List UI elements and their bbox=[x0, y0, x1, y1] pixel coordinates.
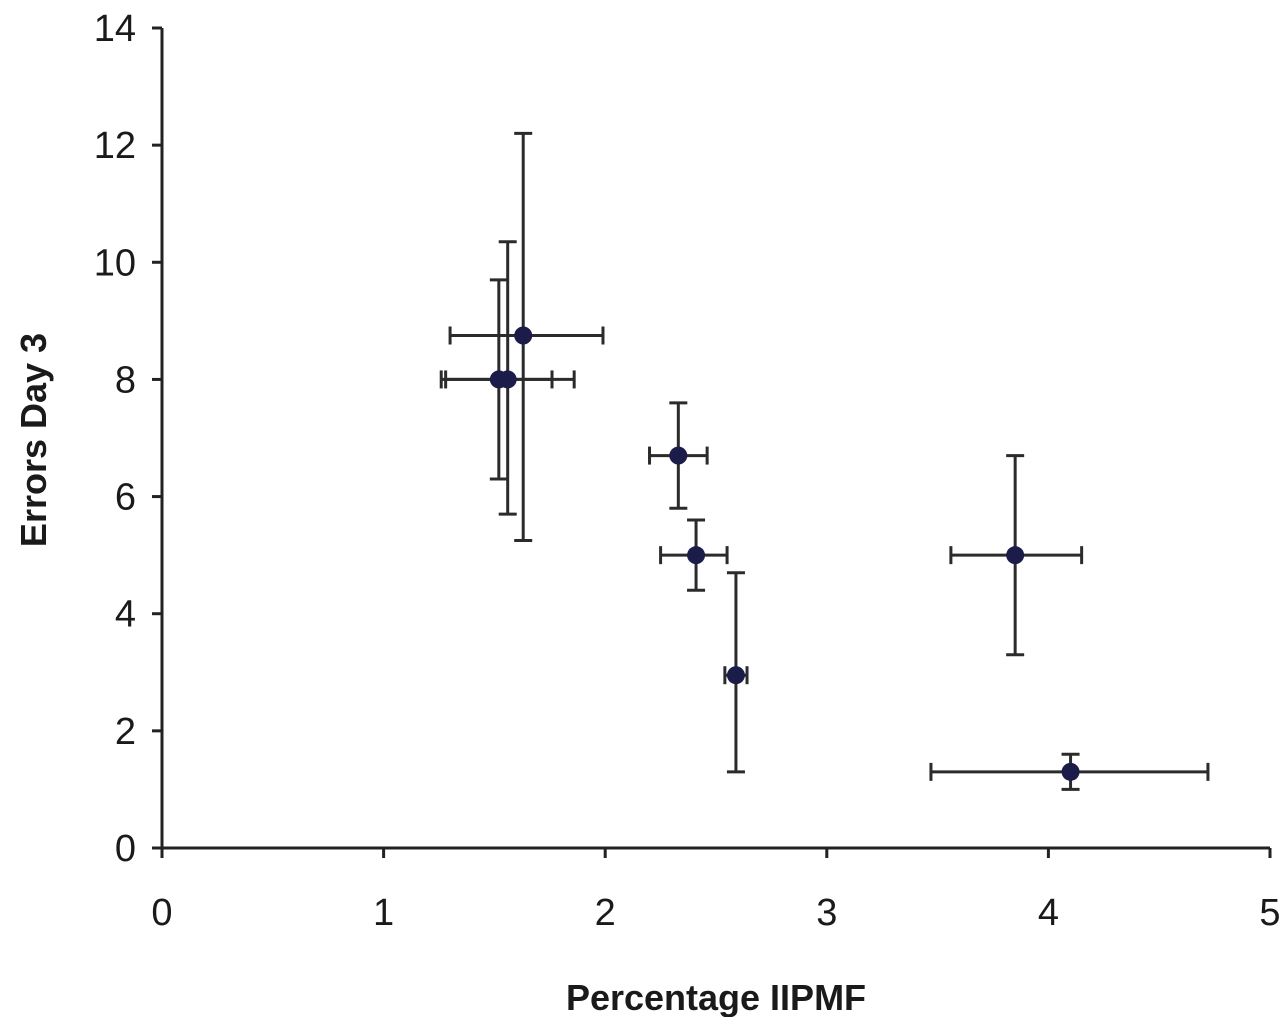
error-bars bbox=[439, 131, 1210, 791]
data-points bbox=[489, 326, 1080, 781]
y-axis-title: Errors Day 3 bbox=[13, 333, 54, 547]
data-point bbox=[669, 446, 688, 465]
data-point bbox=[498, 370, 517, 389]
y-tick-label: 4 bbox=[115, 594, 136, 636]
x-tick-label: 2 bbox=[595, 892, 616, 934]
axes bbox=[160, 28, 1270, 850]
y-ticks: 0 2 4 6 8 10 12 14 bbox=[94, 8, 162, 870]
y-tick-label: 6 bbox=[115, 477, 136, 519]
x-tick-label: 1 bbox=[373, 892, 394, 934]
data-point bbox=[1006, 546, 1025, 565]
y-tick-label: 0 bbox=[115, 828, 136, 870]
y-tick-label: 10 bbox=[94, 242, 136, 284]
x-tick-label: 4 bbox=[1038, 892, 1059, 934]
y-tick-label: 2 bbox=[115, 711, 136, 753]
data-point bbox=[514, 326, 533, 345]
x-tick-label: 3 bbox=[816, 892, 837, 934]
x-tick-label: 0 bbox=[151, 892, 172, 934]
data-point bbox=[726, 666, 745, 685]
data-point bbox=[687, 546, 706, 565]
y-tick-label: 14 bbox=[94, 8, 136, 50]
y-tick-label: 8 bbox=[115, 359, 136, 401]
x-axis-title: Percentage IIPMF bbox=[566, 977, 866, 1017]
data-point bbox=[1061, 762, 1080, 781]
y-tick-label: 12 bbox=[94, 125, 136, 167]
x-tick-label: 5 bbox=[1259, 892, 1280, 934]
x-ticks: 0 1 2 3 4 5 bbox=[151, 848, 1281, 934]
